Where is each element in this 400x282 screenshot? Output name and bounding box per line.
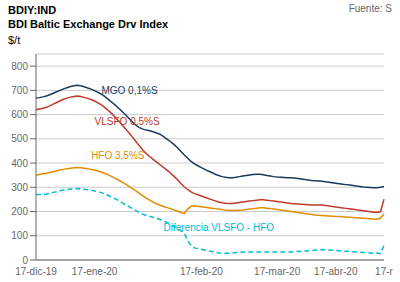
- svg-text:17-r: 17-r: [375, 266, 392, 277]
- svg-text:HFO 3,5%S: HFO 3,5%S: [91, 150, 145, 161]
- svg-text:MGO 0,1%S: MGO 0,1%S: [101, 85, 157, 96]
- svg-text:Diferencia VLSFO - HFO: Diferencia VLSFO - HFO: [163, 222, 274, 233]
- svg-text:VLSFO 0,5%S: VLSFO 0,5%S: [95, 116, 160, 127]
- svg-text:800: 800: [11, 61, 28, 72]
- svg-text:0: 0: [22, 255, 28, 266]
- html-text:BDIY:IND: BDIY:IND: [8, 4, 57, 16]
- html-text:Fuente: S: Fuente: S: [348, 3, 392, 14]
- svg-text:17-feb-20: 17-feb-20: [180, 266, 223, 277]
- svg-text:17-mar-20: 17-mar-20: [254, 266, 301, 277]
- html-text:BDI Baltic Exchange Drv Index: BDI Baltic Exchange Drv Index: [8, 18, 169, 30]
- svg-text:600: 600: [11, 109, 28, 120]
- svg-text:17-abr-20: 17-abr-20: [314, 266, 358, 277]
- html-text:$/t: $/t: [8, 34, 21, 46]
- svg-text:17-dic-19: 17-dic-19: [15, 266, 57, 277]
- svg-text:100: 100: [11, 230, 28, 241]
- svg-text:200: 200: [11, 206, 28, 217]
- svg-text:17-ene-20: 17-ene-20: [72, 266, 118, 277]
- svg-text:500: 500: [11, 133, 28, 144]
- svg-text:700: 700: [11, 85, 28, 96]
- svg-text:300: 300: [11, 182, 28, 193]
- svg-text:400: 400: [11, 158, 28, 169]
